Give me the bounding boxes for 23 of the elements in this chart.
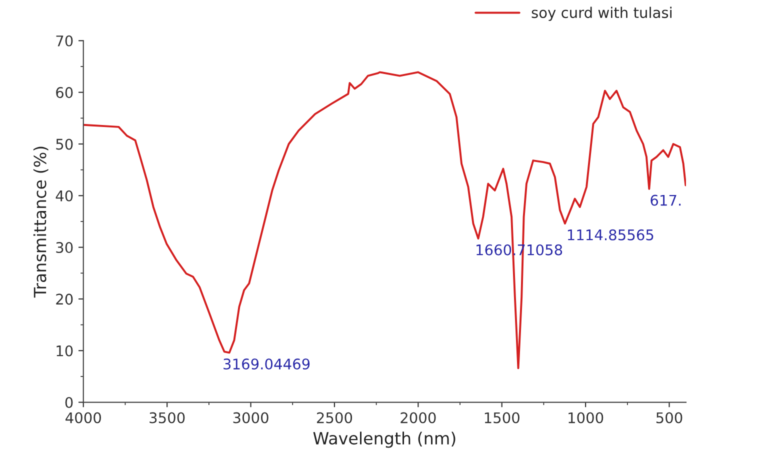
- y-tick-label: 20: [56, 294, 73, 305]
- x-tick-label: 500: [656, 412, 682, 424]
- line-series: [83, 71, 686, 370]
- y-tick-label: 60: [56, 87, 73, 98]
- x-tick-label: 3000: [233, 412, 268, 424]
- y-tick-label: 50: [56, 138, 73, 150]
- y-tick-label: 70: [56, 35, 73, 46]
- y-axis-title: Transmittance (%): [33, 146, 48, 298]
- x-tick-label: 2000: [400, 412, 436, 424]
- annotation: 3169.04469: [224, 358, 310, 370]
- x-tick-label: 1500: [484, 412, 520, 424]
- y-tick-label: 30: [56, 242, 73, 254]
- y-tick-label: 40: [56, 190, 73, 202]
- y-tick-label: 10: [56, 345, 73, 356]
- annotation: 617.: [650, 194, 681, 206]
- y-tick-label: 0: [65, 396, 73, 408]
- x-tick-label: 4000: [66, 412, 101, 424]
- legend-label: soy curd with tulasi: [532, 6, 672, 21]
- x-axis-title: Wavelength (nm): [313, 432, 456, 448]
- x-tick-label: 1000: [568, 412, 604, 424]
- x-tick-label: 3500: [150, 412, 185, 424]
- annotation: 1114.85565: [568, 229, 654, 240]
- x-tick-label: 2500: [316, 412, 352, 424]
